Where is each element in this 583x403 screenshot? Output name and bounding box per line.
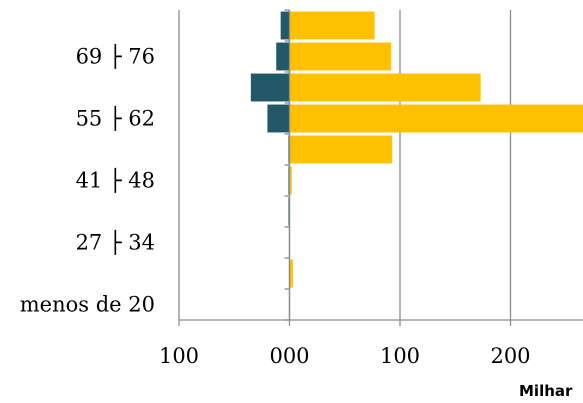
category-label: 55 ├ 62	[76, 106, 155, 132]
bar-series0-9	[280, 11, 290, 40]
bar-series0-6	[267, 104, 290, 133]
axis	[179, 9, 583, 321]
category-label: menos de 20	[20, 293, 155, 317]
x-tick-label: 200	[490, 344, 530, 368]
bar-series1-7	[289, 73, 481, 102]
x-tick-label: 100	[159, 344, 199, 368]
x-tick-label: 100	[380, 344, 420, 368]
tick-labels: 100 000 100 200	[159, 344, 531, 368]
bar-series1-9	[289, 11, 375, 40]
bar-series1-1	[289, 259, 293, 288]
category-label: 27 ├ 34	[76, 230, 155, 256]
category-labels: menos de 20 27 ├ 34 41 ├ 48 55 ├ 62 69 ├ 76	[20, 44, 155, 317]
bars	[250, 11, 583, 288]
bar-series0-7	[250, 73, 290, 102]
category-label: 41 ├ 48	[76, 168, 155, 194]
bar-series1-5	[289, 135, 393, 164]
category-label: 69 ├ 76	[76, 44, 155, 70]
bar-series1-6	[289, 104, 583, 133]
x-axis-unit-label: Milhar	[519, 382, 573, 400]
bar-series1-8	[289, 42, 392, 71]
x-tick-label: 000	[269, 344, 309, 368]
bar-series1-4	[289, 166, 292, 195]
bar-series0-8	[276, 42, 290, 71]
